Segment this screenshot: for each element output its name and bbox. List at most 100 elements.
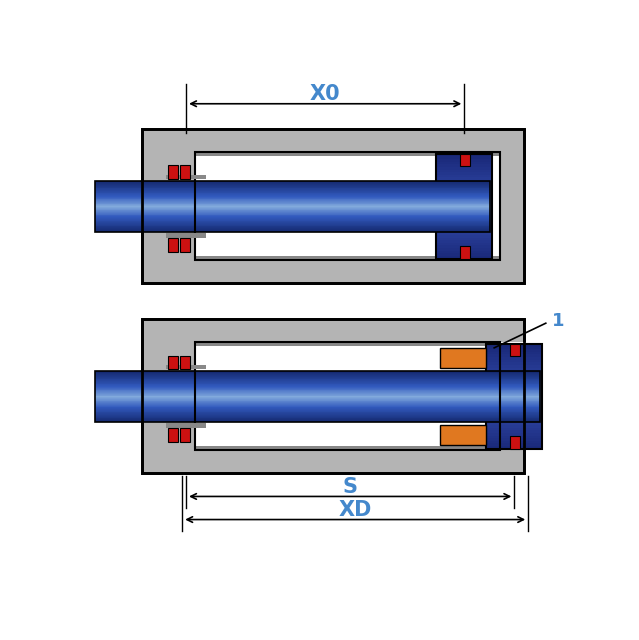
Bar <box>486 388 542 392</box>
Bar <box>95 376 541 377</box>
Bar <box>436 204 492 207</box>
Bar <box>95 184 490 186</box>
Bar <box>95 390 541 392</box>
Bar <box>95 392 541 394</box>
Bar <box>436 154 492 157</box>
Bar <box>95 224 490 225</box>
Bar <box>95 219 490 220</box>
Bar <box>95 413 541 415</box>
Bar <box>509 344 520 356</box>
Bar <box>166 154 500 259</box>
Bar <box>95 182 490 183</box>
Bar <box>180 428 190 442</box>
Bar <box>180 356 190 369</box>
Bar <box>95 375 541 376</box>
Bar <box>486 386 542 389</box>
Bar <box>166 423 206 428</box>
Bar <box>436 240 492 243</box>
Bar <box>95 399 541 400</box>
Bar <box>486 362 542 365</box>
Bar <box>141 129 524 283</box>
Bar <box>436 232 492 236</box>
Bar <box>95 198 490 200</box>
Bar <box>95 195 490 196</box>
Bar <box>436 220 492 222</box>
Bar <box>95 381 541 382</box>
Bar <box>95 395 541 396</box>
Text: 1: 1 <box>552 312 564 330</box>
Bar <box>509 436 520 449</box>
Bar <box>436 170 492 173</box>
Bar <box>95 415 541 416</box>
Bar <box>486 438 542 441</box>
Bar <box>486 401 542 404</box>
Bar <box>486 378 542 381</box>
Bar <box>95 187 490 188</box>
Bar <box>95 218 490 220</box>
Bar <box>95 385 541 387</box>
Bar <box>95 193 490 195</box>
Bar <box>95 193 490 194</box>
Bar <box>95 185 490 186</box>
Bar <box>95 396 541 397</box>
Bar <box>486 433 542 436</box>
Bar <box>166 233 206 237</box>
Bar <box>196 256 500 260</box>
Bar <box>95 230 490 231</box>
Bar <box>95 408 541 410</box>
Bar <box>141 129 524 283</box>
Bar <box>95 201 490 202</box>
Bar <box>95 404 541 405</box>
Bar <box>486 415 542 418</box>
Bar <box>486 428 542 431</box>
Bar <box>486 352 542 355</box>
Bar <box>436 162 492 164</box>
Bar <box>486 372 542 376</box>
Bar <box>95 223 490 225</box>
Bar <box>95 213 490 214</box>
Bar <box>95 394 541 395</box>
Bar <box>95 377 541 378</box>
Bar <box>95 409 541 410</box>
Bar <box>486 360 542 363</box>
Bar <box>95 191 490 192</box>
Bar <box>196 152 500 156</box>
Bar <box>459 154 470 166</box>
Bar <box>436 154 492 259</box>
Bar <box>196 152 500 260</box>
Bar <box>95 182 490 184</box>
Bar <box>95 188 490 189</box>
Bar <box>95 417 541 418</box>
Bar <box>486 347 542 349</box>
Bar <box>95 204 490 205</box>
Bar <box>95 195 490 196</box>
Bar <box>95 383 541 385</box>
Bar <box>95 202 490 203</box>
Bar <box>436 245 492 248</box>
Bar <box>492 152 500 260</box>
Bar <box>500 342 542 451</box>
Bar <box>95 390 541 391</box>
Bar <box>196 342 500 346</box>
Bar <box>436 253 492 256</box>
Bar <box>95 220 490 221</box>
Bar <box>167 428 178 442</box>
Bar <box>486 394 542 397</box>
Bar <box>95 192 490 193</box>
Bar <box>486 417 542 420</box>
Bar <box>166 365 206 369</box>
Bar <box>95 411 541 412</box>
Bar <box>436 243 492 246</box>
Bar <box>95 420 541 421</box>
Bar <box>436 196 492 198</box>
Bar <box>95 419 541 420</box>
Bar <box>436 182 492 186</box>
Bar <box>95 183 490 184</box>
Bar <box>95 190 490 191</box>
Bar <box>95 417 541 419</box>
Bar <box>486 446 542 449</box>
Bar <box>436 211 492 214</box>
Bar <box>95 401 541 403</box>
Bar <box>95 401 541 402</box>
Bar <box>95 216 490 218</box>
